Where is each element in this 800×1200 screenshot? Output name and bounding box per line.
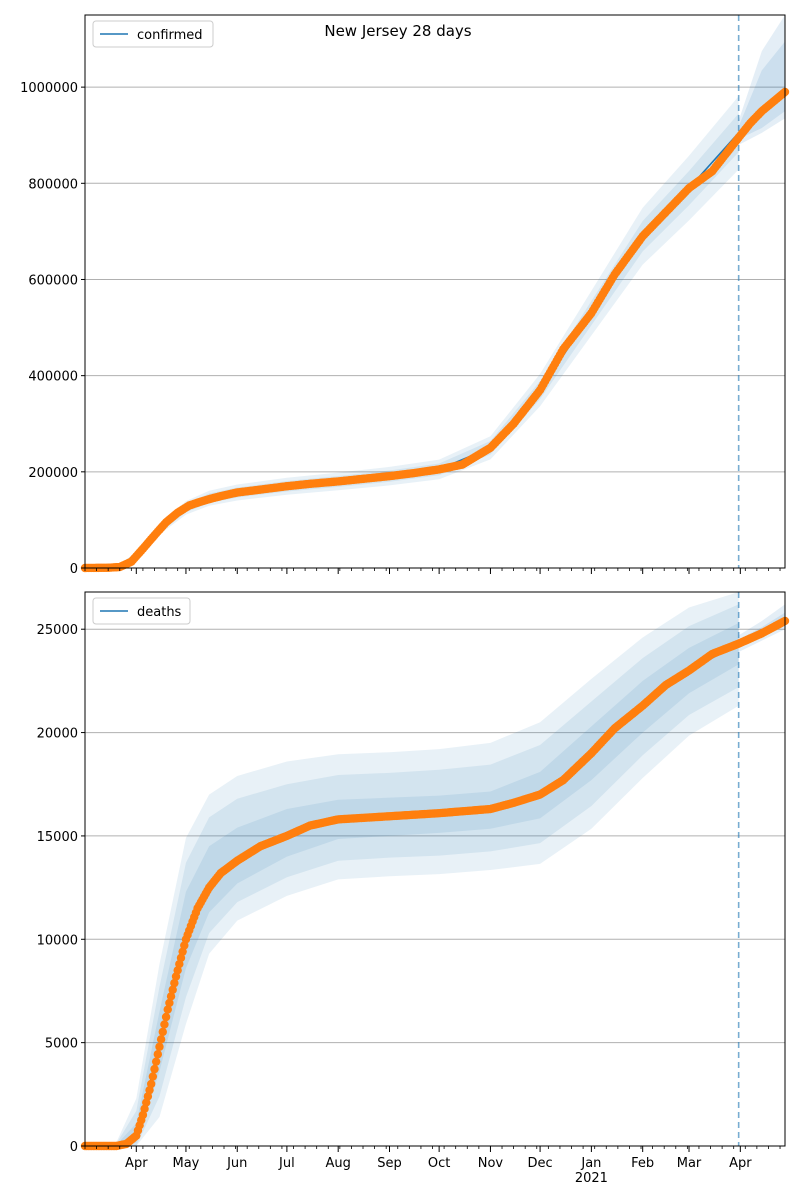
deaths-observed-point: [151, 1057, 161, 1066]
deaths-y-tick-label: 20000: [37, 727, 78, 742]
deaths-y-tick-label: 5000: [45, 1037, 78, 1052]
confirmed-gridlines: [85, 86, 785, 473]
confirmed-legend-box: [92, 20, 214, 48]
chart-title: New Jersey 28 days: [324, 22, 471, 40]
confirmed-y-axis: 0 200000 400000 600000 800000 1000000: [20, 81, 85, 577]
deaths-observed-point: [158, 1027, 167, 1037]
deaths-band: [85, 592, 739, 1146]
deaths-x-tick-label: Aug: [325, 1156, 350, 1171]
deaths-observed-point: [161, 1012, 171, 1022]
deaths-uncertainty-bands: [85, 592, 739, 1146]
deaths-band: [85, 604, 739, 1146]
deaths-x-tick-label: Apr: [729, 1156, 752, 1171]
deaths-x-tick-label: Dec: [528, 1156, 553, 1171]
confirmed-y-tick-label: 1000000: [20, 81, 78, 96]
confirmed-axes-frame: [84, 14, 786, 569]
deaths-observed-point: [163, 1005, 172, 1014]
deaths-x-tick-label: Jun: [226, 1156, 247, 1171]
deaths-x-year-label: 2021: [575, 1171, 608, 1186]
deaths-y-axis: 0 5000 10000 15000 20000 25000: [37, 623, 85, 1155]
deaths-axes-frame: [84, 591, 786, 1147]
confirmed-y-tick-label: 600000: [28, 273, 78, 288]
deaths-x-tick-label: Feb: [631, 1156, 654, 1171]
deaths-observed-point: [146, 1079, 156, 1089]
deaths-band: [85, 623, 739, 1146]
deaths-x-axis: Apr May Jun Jul Aug Sep Oct Nov Dec Jan Feb Mar Apr 2…: [84, 1146, 781, 1186]
deaths-observed-point: [155, 1042, 164, 1051]
deaths-observed-point: [168, 985, 177, 994]
confirmed-y-tick-label: 400000: [28, 370, 78, 385]
deaths-observed-point: [148, 1072, 158, 1081]
deaths-observed-point: [170, 978, 179, 988]
deaths-observed-point: [160, 1020, 169, 1029]
deaths-panel: 0 5000 10000 15000 20000 25000 Apr May Jun Jul Au…: [37, 591, 790, 1186]
deaths-x-tick-label: Oct: [428, 1156, 450, 1171]
deaths-x-tick-label: Jan: [580, 1156, 601, 1171]
confirmed-forecast-bands: [738, 15, 785, 145]
deaths-x-tick-label: Mar: [677, 1156, 702, 1171]
deaths-x-tick-label: Apr: [125, 1156, 148, 1171]
confirmed-legend: confirmed: [92, 20, 214, 48]
confirmed-observed-points: [80, 87, 790, 573]
confirmed-forecast-band: [738, 15, 785, 145]
deaths-x-tick-label: Sep: [377, 1156, 402, 1171]
confirmed-legend-label: confirmed: [137, 28, 203, 43]
deaths-observed-point: [166, 992, 176, 1001]
deaths-x-tick-label: Jul: [278, 1156, 295, 1171]
deaths-y-tick-label: 10000: [37, 933, 78, 948]
deaths-gridlines: [85, 628, 785, 1044]
deaths-observed-point: [156, 1035, 166, 1044]
confirmed-x-axis: [84, 568, 781, 574]
deaths-legend: deaths: [92, 597, 191, 625]
confirmed-y-tick-label: 0: [70, 562, 78, 577]
deaths-legend-box: [92, 597, 191, 625]
deaths-observed-points: [80, 616, 790, 1151]
confirmed-y-tick-label: 800000: [28, 177, 78, 192]
deaths-y-tick-label: 25000: [37, 623, 78, 638]
deaths-observed-point: [150, 1064, 159, 1074]
deaths-x-tick-label: May: [173, 1156, 200, 1171]
deaths-observed-point: [153, 1050, 163, 1059]
confirmed-forecast-band: [738, 41, 785, 140]
deaths-legend-label: deaths: [137, 605, 182, 620]
deaths-observed-point: [165, 998, 174, 1008]
confirmed-y-tick-label: 200000: [28, 466, 78, 481]
deaths-y-tick-label: 0: [70, 1140, 78, 1155]
confirmed-panel: 0 200000 400000 600000 800000 1000000 confirm…: [20, 14, 790, 577]
deaths-x-tick-label: Nov: [478, 1156, 504, 1171]
deaths-y-tick-label: 15000: [37, 830, 78, 845]
